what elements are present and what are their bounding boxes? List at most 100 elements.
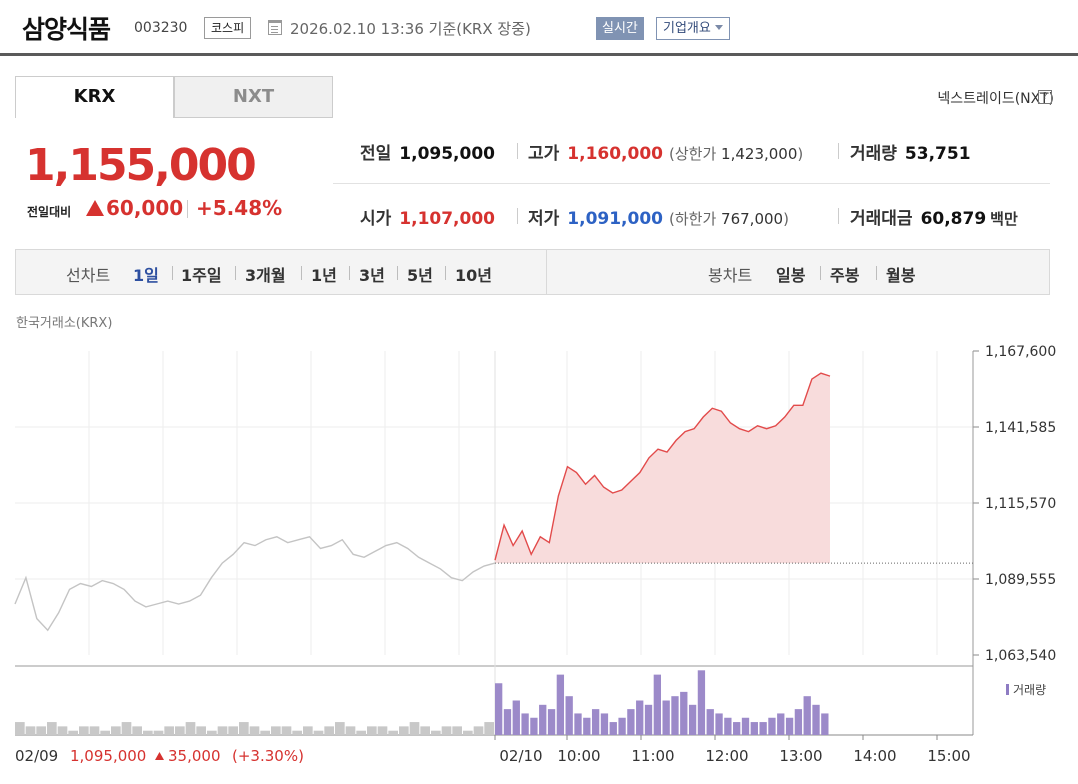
stat-volume: 거래량 53,751 bbox=[850, 139, 971, 164]
period-5y[interactable]: 5년 bbox=[407, 266, 433, 285]
divider bbox=[187, 200, 188, 218]
period-10y[interactable]: 10년 bbox=[455, 266, 492, 285]
tab-krx[interactable]: KRX bbox=[15, 76, 174, 118]
volume-bar-prev bbox=[207, 730, 217, 735]
prev-day-close: 1,095,000 bbox=[70, 747, 146, 765]
up-arrow-icon bbox=[86, 200, 104, 216]
x-tick-label: 02/10 bbox=[499, 747, 542, 765]
y-tick-label: 1,167,600 bbox=[985, 344, 1056, 360]
volume-bar-prev bbox=[249, 726, 260, 735]
volume-bar-prev bbox=[89, 726, 100, 735]
candle-monthly[interactable]: 월봉 bbox=[886, 266, 916, 285]
volume-bar-prev bbox=[281, 726, 292, 735]
divider bbox=[445, 266, 446, 280]
company-profile-label: 기업개요 bbox=[663, 21, 711, 36]
volume-bar-today bbox=[671, 696, 679, 735]
volume-legend-label: 거래량 bbox=[1013, 683, 1046, 697]
help-icon[interactable]: ? bbox=[1038, 90, 1052, 104]
stock-code: 003230 bbox=[134, 20, 188, 36]
volume-bar-prev bbox=[100, 730, 110, 735]
stat-low: 저가 1,091,000 (하한가 767,000) bbox=[528, 204, 789, 229]
volume-bar-today bbox=[821, 713, 829, 735]
company-profile-dropdown[interactable]: 기업개요 bbox=[656, 17, 730, 40]
upper-limit-value: 1,423,000 bbox=[721, 145, 798, 163]
stat-label: 전일 bbox=[360, 144, 392, 164]
volume-bar-prev bbox=[452, 726, 462, 735]
volume-bar-today bbox=[812, 704, 820, 735]
volume-bar-today bbox=[653, 674, 661, 735]
stat-value: 1,107,000 bbox=[399, 209, 495, 229]
stat-label: 저가 bbox=[528, 209, 560, 229]
volume-bar-today bbox=[759, 722, 767, 735]
chevron-down-icon bbox=[714, 25, 723, 30]
x-tick-label: 11:00 bbox=[631, 747, 674, 765]
quote-timestamp: 2026.02.10 13:36 기준(KRX 장중) bbox=[290, 20, 531, 38]
period-1d[interactable]: 1일 bbox=[133, 266, 159, 285]
realtime-button[interactable]: 실시간 bbox=[596, 17, 644, 40]
volume-bar-today bbox=[547, 709, 556, 735]
volume-bar-prev bbox=[175, 726, 185, 735]
volume-bar-today bbox=[750, 722, 758, 735]
volume-bar-today bbox=[609, 722, 617, 735]
volume-bar-prev bbox=[47, 722, 57, 735]
volume-bar-today bbox=[583, 717, 591, 735]
company-name: 삼양식품 bbox=[22, 15, 111, 44]
volume-bar-prev bbox=[313, 730, 324, 735]
y-tick-label: 1,063,540 bbox=[985, 648, 1056, 664]
period-3m[interactable]: 3개월 bbox=[245, 266, 286, 285]
market-badge: 코스피 bbox=[204, 17, 252, 39]
divider bbox=[876, 266, 877, 280]
volume-bar-today bbox=[768, 717, 776, 735]
volume-bar-today bbox=[741, 717, 750, 735]
divider bbox=[301, 266, 302, 280]
series-line-prev-day bbox=[14, 536, 496, 632]
volume-bar-prev bbox=[484, 722, 494, 735]
volume-bar-prev bbox=[36, 726, 46, 735]
prev-day-change: 35,000 bbox=[168, 747, 221, 765]
x-tick-label: 12:00 bbox=[705, 747, 748, 765]
period-3y[interactable]: 3년 bbox=[359, 266, 385, 285]
series-area-today bbox=[495, 373, 830, 564]
stat-label: 시가 bbox=[360, 209, 392, 229]
exchange-tabs: KRX NXT bbox=[15, 76, 333, 118]
stat-value: 1,160,000 bbox=[567, 144, 663, 164]
volume-bar-prev bbox=[228, 726, 238, 735]
volume-bar-today bbox=[574, 713, 582, 735]
divider bbox=[838, 143, 839, 159]
volume-bar-prev bbox=[260, 730, 270, 735]
change-label: 전일대비 bbox=[27, 205, 72, 219]
divider bbox=[517, 208, 518, 224]
volume-bar-today bbox=[600, 713, 609, 735]
volume-bar-prev bbox=[409, 722, 420, 735]
volume-bar-prev bbox=[367, 726, 377, 735]
volume-bar-prev bbox=[153, 730, 164, 735]
volume-bar-today bbox=[556, 674, 565, 735]
stat-unit: 백만 bbox=[990, 210, 1018, 228]
volume-bar-prev bbox=[431, 730, 441, 735]
volume-bar-prev bbox=[217, 726, 228, 735]
price-change: 60,000 bbox=[106, 196, 184, 220]
upper-limit-label: 상한가 bbox=[674, 145, 717, 163]
period-1y[interactable]: 1년 bbox=[311, 266, 337, 285]
volume-bar-prev bbox=[399, 726, 409, 735]
stat-label: 거래량 bbox=[850, 144, 897, 164]
volume-bar-prev bbox=[121, 722, 132, 735]
volume-bar-prev bbox=[143, 730, 153, 735]
candle-weekly[interactable]: 주봉 bbox=[830, 266, 860, 285]
volume-bar-today bbox=[785, 717, 794, 735]
period-1w[interactable]: 1주일 bbox=[181, 266, 222, 285]
tab-nxt[interactable]: NXT bbox=[174, 76, 333, 118]
calendar-icon bbox=[268, 20, 282, 35]
nxt-info-link[interactable]: 넥스트레이드(NXT) bbox=[937, 91, 1054, 107]
lower-limit-label: 하한가 bbox=[674, 210, 717, 228]
volume-bar-prev bbox=[292, 730, 302, 735]
candle-daily[interactable]: 일봉 bbox=[776, 266, 806, 285]
volume-bar-prev bbox=[15, 722, 25, 735]
x-tick-label: 14:00 bbox=[853, 747, 896, 765]
volume-legend-swatch bbox=[1006, 684, 1009, 695]
volume-bar-prev bbox=[111, 726, 121, 735]
volume-bar-today bbox=[706, 709, 714, 735]
intraday-price-chart: 1,167,600 1,141,585 1,115,570 1,089,555 1,06… bbox=[14, 344, 1056, 765]
stat-value: 60,879 bbox=[920, 209, 987, 229]
current-price: 1,155,000 bbox=[25, 140, 257, 191]
